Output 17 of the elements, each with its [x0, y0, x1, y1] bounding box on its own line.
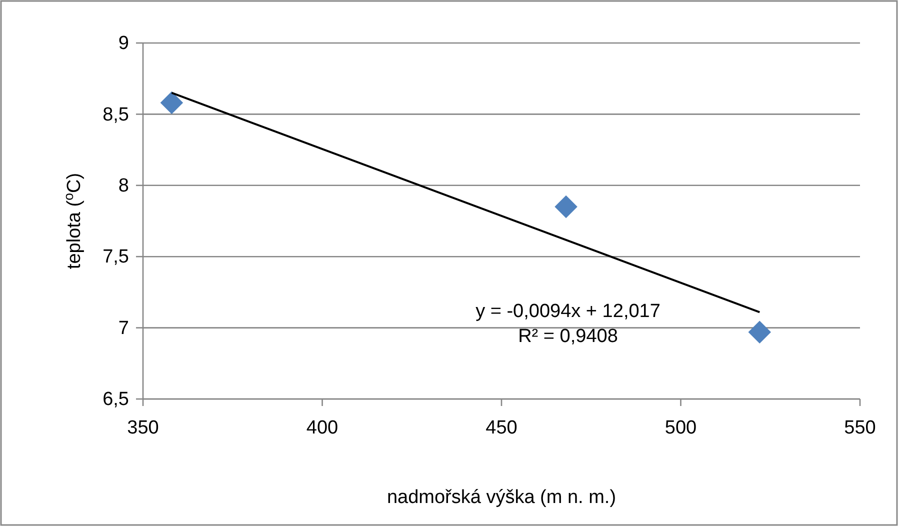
point: [160, 91, 184, 114]
y-tick-label: 9: [118, 33, 129, 54]
annotation: y = -0,0094x + 12,017: [476, 301, 660, 322]
x-tick-label: 550: [844, 418, 876, 439]
annotation: R² = 0,9408: [518, 326, 618, 347]
x-axis-title: nadmořská výška (m n. m.): [386, 487, 616, 508]
y-tick-label: 6,5: [102, 389, 129, 410]
x-tick-label: 450: [486, 418, 518, 439]
y-tick-label: 7,5: [102, 246, 129, 268]
point: [554, 195, 578, 218]
y-tick-label: 8,5: [102, 104, 129, 126]
x-tick-label: 400: [306, 418, 338, 439]
y-tick-label: 7: [118, 318, 129, 339]
point: [748, 320, 771, 344]
x-tick-label: 350: [127, 418, 159, 439]
y-tick-label: 8: [118, 175, 129, 196]
x-tick-label: 500: [664, 418, 697, 439]
